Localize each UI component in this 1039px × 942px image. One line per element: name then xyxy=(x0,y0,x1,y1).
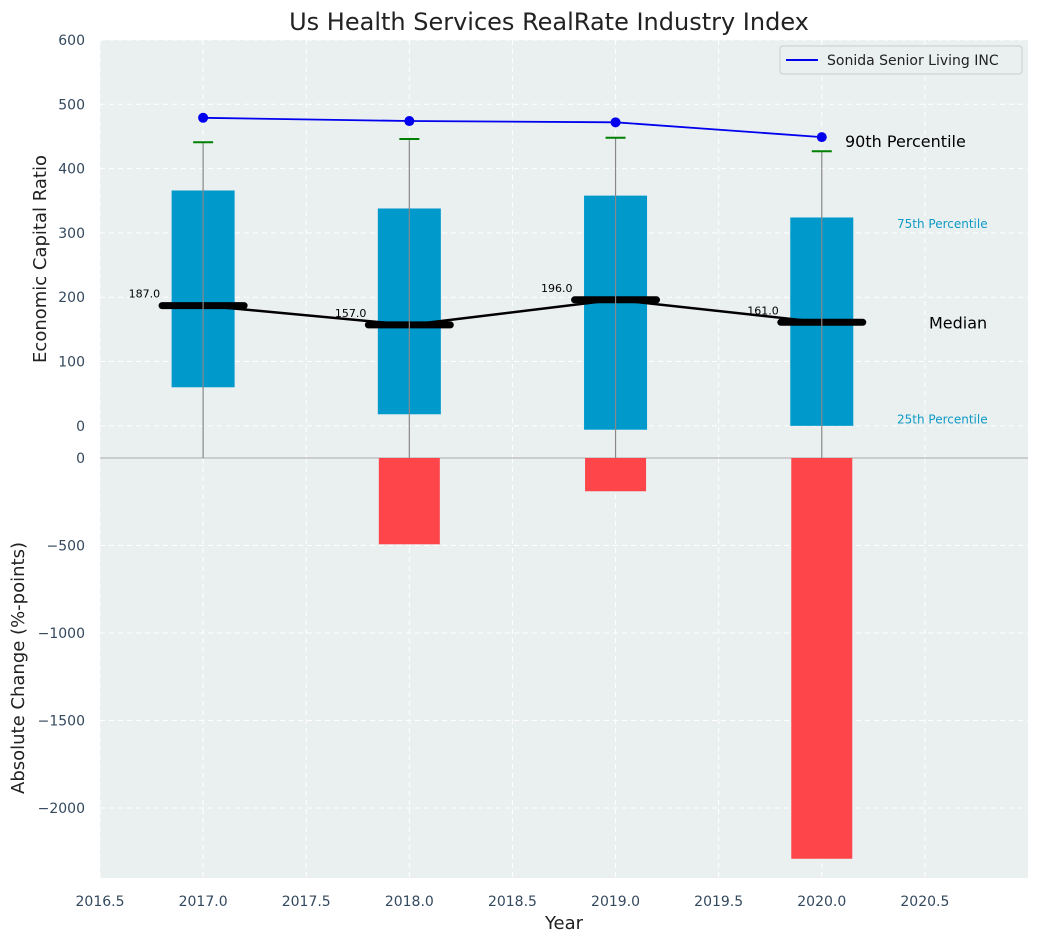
x-tick-label: 2020.5 xyxy=(900,894,949,910)
bottom-y-tick-label: −1000 xyxy=(38,626,85,642)
company-point xyxy=(404,116,415,127)
x-tick-label: 2017.5 xyxy=(282,894,331,910)
x-tick-label: 2019.0 xyxy=(591,894,640,910)
x-tick-label: 2020.0 xyxy=(797,894,846,910)
legend-entry: Sonida Senior Living INC xyxy=(827,53,999,69)
median-value-label: 187.0 xyxy=(129,288,161,301)
legend: Sonida Senior Living INC xyxy=(779,45,1023,75)
change-bar xyxy=(585,458,647,492)
bottom-y-ticks: 0 −500 −1000 −1500 −2000 xyxy=(38,451,85,817)
median-value-label: 196.0 xyxy=(541,282,573,295)
x-tick-label: 2018.0 xyxy=(385,894,434,910)
bottom-y-tick-label: −2000 xyxy=(38,801,85,817)
top-y-ticks: 0 100 200 300 400 500 600 xyxy=(58,33,85,435)
x-axis-label: Year xyxy=(544,913,584,934)
chart-title: Us Health Services RealRate Industry Ind… xyxy=(289,8,809,36)
change-bar xyxy=(791,458,853,859)
median-value-label: 161.0 xyxy=(747,304,779,317)
bottom-y-axis-label: Absolute Change (%-points) xyxy=(8,542,29,794)
x-tick-label: 2018.5 xyxy=(488,894,537,910)
bottom-gridlines xyxy=(99,457,1028,878)
bottom-panel: 0−500−1000−1500−2000 2016.5 2017.0 2017.5 2… xyxy=(8,451,1028,934)
bottom-y-tick-label: −500 xyxy=(47,539,85,555)
legend-box xyxy=(779,45,1023,75)
median-annotation: Median xyxy=(929,313,987,332)
top-y-tick-label: 0 xyxy=(76,419,85,435)
p75-annotation: 75th Percentile xyxy=(897,217,988,231)
top-y-axis-label: Economic Capital Ratio xyxy=(30,155,51,363)
x-tick-label: 2019.5 xyxy=(694,894,743,910)
company-line xyxy=(203,116,822,139)
whiskers xyxy=(193,136,832,458)
top-y-tick-label: 600 xyxy=(58,33,85,49)
top-y-tick-label: 500 xyxy=(58,97,85,113)
bottom-y-tick-label: 0 xyxy=(76,451,85,467)
bottom-y-tick-label: −1500 xyxy=(38,714,85,730)
top-y-tick-label: 400 xyxy=(58,162,85,178)
top-y-tick-label: 100 xyxy=(58,355,85,371)
change-bar xyxy=(378,458,440,545)
p25-annotation: 25th Percentile xyxy=(897,412,988,426)
bottom-x-ticks: 2016.5 2017.0 2017.5 2018.0 2018.5 2019.0 2019… xyxy=(76,894,950,910)
median-value-label: 157.0 xyxy=(335,307,367,320)
p90-annotation: 90th Percentile xyxy=(845,132,966,151)
company-point xyxy=(610,117,621,128)
top-y-tick-label: 300 xyxy=(58,226,85,242)
bottom-marks xyxy=(100,457,1028,859)
top-plot-area xyxy=(100,40,1028,458)
company-point xyxy=(816,132,827,143)
company-point xyxy=(198,112,209,123)
x-tick-label: 2017.0 xyxy=(179,894,228,910)
median-line xyxy=(202,298,822,327)
bottom-plot-area xyxy=(100,458,1028,878)
top-y-tick-label: 200 xyxy=(58,290,85,306)
top-panel: 0 100 200 300 400 500 600 187.0 157.0 196.0 161.0… xyxy=(30,33,1028,458)
x-tick-label: 2016.5 xyxy=(76,894,125,910)
